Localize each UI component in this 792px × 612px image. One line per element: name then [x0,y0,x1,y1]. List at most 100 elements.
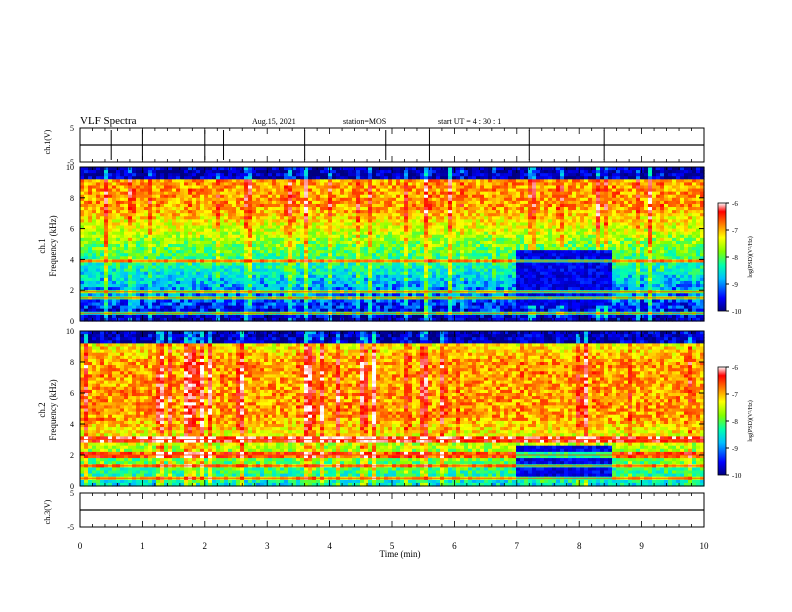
spectrogram-cell [432,182,437,187]
spectrogram-cell [668,185,673,190]
spectrogram-cell [216,194,221,199]
spectrogram-cell [436,182,441,187]
spectrogram-cell [244,197,249,202]
spectrogram-cell [416,194,421,199]
spectrogram-cell [116,210,121,214]
spectrogram-cell [580,173,585,177]
spectrogram-cell [632,185,637,190]
spectrogram-cell [468,203,473,208]
spectrogram-cell [568,173,573,177]
spectrogram-cell [268,194,273,199]
spectrogram-cell [328,207,333,211]
spectrogram-cell [316,194,321,199]
spectrogram-cell [496,194,501,199]
spectrogram-cell [80,176,85,180]
spectrogram-cell [576,173,581,177]
spectrogram-cell [660,203,665,208]
spectrogram-cell [496,185,501,190]
spectrogram-cell [92,167,97,171]
spectrogram-cell [192,210,197,214]
spectrogram-cell [640,203,645,208]
spectrogram-cell [696,170,701,174]
spectrogram-cell [564,197,569,202]
spectrogram-cell [232,170,237,174]
spectrogram-cell [512,191,517,196]
spectrogram-cell [336,200,341,205]
spectrogram-cell [212,194,217,199]
spectrogram-cell [228,179,233,183]
spectrogram-cell [364,197,369,202]
spectrogram-cell [444,173,449,177]
spectrogram-cell [156,185,161,190]
spectrogram-cell [352,207,357,211]
spectrogram-cell [288,179,293,183]
spectrogram-cell [360,170,365,174]
spectrogram-cell [680,185,685,190]
spectrogram-cell [676,170,681,174]
spectrogram-cell [484,173,489,177]
spectrogram-cell [512,170,517,174]
spectrogram-cell [380,176,385,180]
spectrogram-cell [312,185,317,190]
spectrogram-cell [264,179,269,183]
spectrogram-cell [328,194,333,199]
spectrogram-cell [168,185,173,190]
spectrogram-cell [368,179,373,183]
spectrogram-cell [164,200,169,205]
spectrogram-cell [664,200,669,205]
spectrogram-cell [108,200,113,205]
spectrogram-cell [584,191,589,196]
spectrogram-cell [444,207,449,211]
spectrogram-cell [396,170,401,174]
spectrogram-cell [616,194,621,199]
spectrogram-cell [288,176,293,180]
spectrogram-cell [664,207,669,211]
spectrogram-cell [480,194,485,199]
spectrogram-cell [200,173,205,177]
spectrogram-cell [660,179,665,183]
spectrogram-cell [412,176,417,180]
spectrogram-cell [668,197,673,202]
spectrogram-cell [84,179,89,183]
spectrogram-cell [300,176,305,180]
spectrogram-cell [468,207,473,211]
spectrogram-cell [332,194,337,199]
spectrogram-cell [556,210,561,214]
spectrogram-cell [476,170,481,174]
spectrogram-cell [324,170,329,174]
spectrogram-cell [700,173,705,177]
spectrogram-cell [496,191,501,196]
spectrogram-cell [480,170,485,174]
spectrogram-cell [112,194,117,199]
spectrogram-cell [480,207,485,211]
spectrogram-cell [516,185,521,190]
spectrogram-cell [488,203,493,208]
spectrogram-cell [544,179,549,183]
spectrogram-cell [256,200,261,205]
spectrogram-cell [508,188,513,193]
spectrogram-cell [320,207,325,211]
spectrogram-cell [436,194,441,199]
spectrogram-cell [196,182,201,187]
spectrogram-cell [468,194,473,199]
spectrogram-cell [108,210,113,214]
spectrogram-cell [660,170,665,174]
spectrogram-cell [456,200,461,205]
spectrogram-cell [348,173,353,177]
spectrogram-cell [556,173,561,177]
spectrogram-cell [456,194,461,199]
spectrogram-cell [248,167,253,171]
spectrogram-cell [296,176,301,180]
spectrogram-cell [344,197,349,202]
spectrogram-cell [132,200,137,205]
spectrogram-cell [512,188,517,193]
spectrogram-cell [192,203,197,208]
spectrogram-cell [124,176,129,180]
spectrogram-cell [128,210,133,214]
spectrogram-cell [88,167,93,171]
spectrogram-cell [660,176,665,180]
spectrogram-cell [148,182,153,187]
spectrogram-cell [288,210,293,214]
spectrogram-cell [332,207,337,211]
